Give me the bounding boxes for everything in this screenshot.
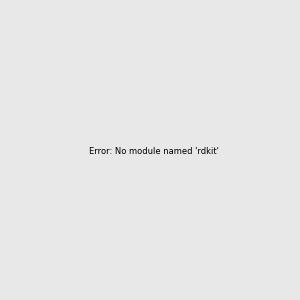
Text: Error: No module named 'rdkit': Error: No module named 'rdkit' — [89, 147, 219, 156]
